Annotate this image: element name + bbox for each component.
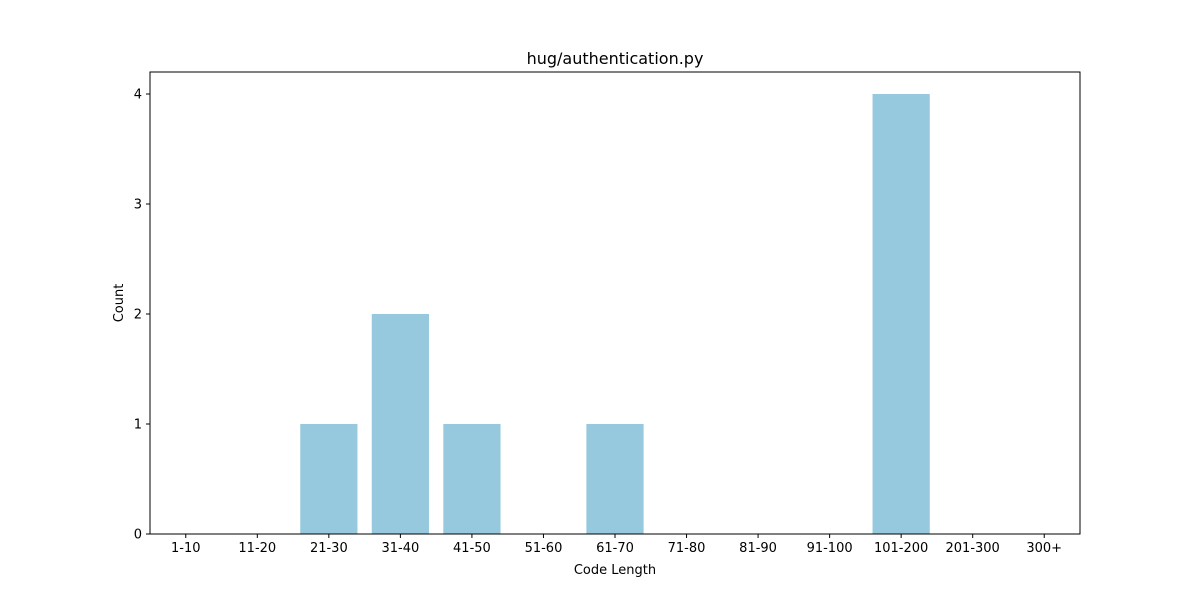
y-axis: 0 1 2 3 4 — [134, 88, 150, 543]
x-tick-label: 201-300 — [946, 541, 1000, 556]
bar-41-50 — [443, 424, 501, 534]
bar-61-70 — [586, 424, 644, 534]
bars-group — [300, 94, 930, 534]
x-tick-label: 81-90 — [739, 541, 777, 556]
x-tick-label: 1-10 — [171, 541, 201, 556]
chart-title: hug/authentication.py — [527, 49, 704, 68]
x-tick-label: 101-200 — [874, 541, 928, 556]
x-tick-label: 41-50 — [453, 541, 491, 556]
x-tick-label: 71-80 — [668, 541, 706, 556]
y-tick-label: 4 — [134, 88, 142, 103]
x-tick-label: 61-70 — [596, 541, 634, 556]
bar-31-40 — [371, 314, 429, 534]
bar-101-200 — [872, 94, 930, 534]
x-tick-label: 11-20 — [238, 541, 276, 556]
x-axis: 1-10 11-20 21-30 31-40 41-50 51-60 61-70 71-80 8… — [171, 534, 1062, 556]
y-tick-label: 0 — [134, 528, 142, 543]
x-tick-label: 91-100 — [807, 541, 853, 556]
y-tick-label: 1 — [134, 418, 142, 433]
x-tick-label: 31-40 — [381, 541, 419, 556]
x-tick-label: 21-30 — [310, 541, 348, 556]
y-axis-title: Count — [112, 284, 127, 323]
y-tick-label: 2 — [134, 308, 142, 323]
y-tick-label: 3 — [134, 198, 142, 213]
x-tick-label: 300+ — [1026, 541, 1062, 556]
bar-21-30 — [300, 424, 358, 534]
x-tick-label: 51-60 — [525, 541, 563, 556]
x-axis-title: Code Length — [574, 563, 656, 578]
